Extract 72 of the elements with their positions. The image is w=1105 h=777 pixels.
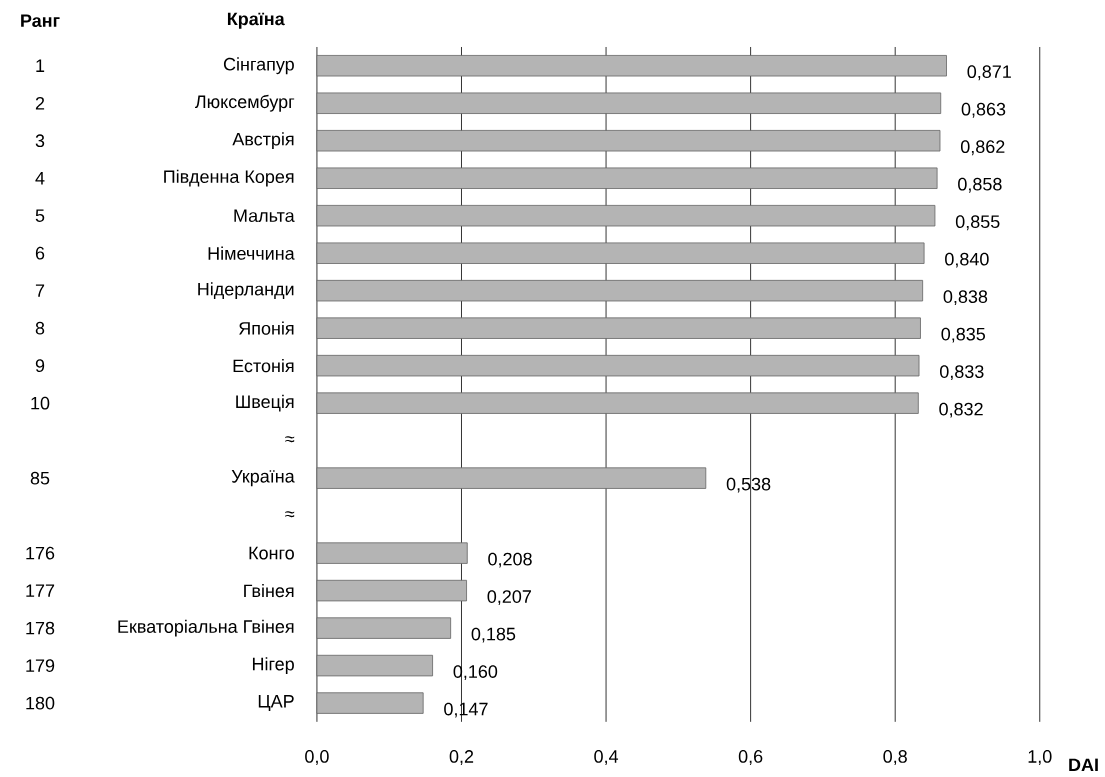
bar bbox=[316, 467, 707, 489]
y-tick-label: Нідерланди bbox=[198, 282, 294, 300]
text: 180 bbox=[26, 696, 55, 710]
data-label: 0,833 bbox=[940, 365, 984, 381]
y-tick-label: Сінгапур bbox=[223, 57, 294, 75]
text: Ранг bbox=[21, 14, 60, 28]
x-tick-label: 0,4 bbox=[594, 750, 619, 765]
text: 6 bbox=[35, 246, 45, 260]
x-tick-label: 0,0 bbox=[305, 750, 329, 765]
bar bbox=[316, 617, 452, 639]
bar bbox=[316, 167, 938, 189]
x-axis-title: DAI bbox=[1069, 758, 1098, 772]
data-label: 0,863 bbox=[961, 102, 1006, 118]
x-tick-label: 0,8 bbox=[883, 750, 907, 765]
data-label: 0,855 bbox=[955, 215, 1000, 231]
bar bbox=[316, 130, 941, 152]
x-tick-label: 0,6 bbox=[738, 750, 763, 765]
bar bbox=[316, 317, 921, 339]
text: 10 bbox=[31, 396, 50, 410]
text: 178 bbox=[26, 621, 55, 635]
data-label: 0,840 bbox=[945, 252, 989, 268]
bar bbox=[316, 392, 919, 414]
y-tick-label: Люксембург bbox=[195, 94, 295, 112]
y-tick-label: Мальта bbox=[234, 209, 295, 222]
bar bbox=[316, 204, 936, 227]
bar bbox=[316, 579, 467, 602]
y-tick-label: Південна Корея bbox=[164, 169, 294, 187]
x-tick-label: 1,0 bbox=[1028, 750, 1052, 765]
bar bbox=[316, 92, 942, 114]
text: 1 bbox=[36, 59, 45, 72]
bar bbox=[316, 542, 468, 564]
y-tick-label: Гвінея bbox=[244, 584, 294, 598]
x-tick-label: 0,2 bbox=[449, 750, 474, 765]
data-label: 0,862 bbox=[960, 140, 1005, 156]
y-tick-label: Екваторіальна Гвінея bbox=[118, 619, 294, 637]
bar bbox=[316, 55, 947, 77]
bar bbox=[316, 692, 424, 714]
data-label: 0,207 bbox=[487, 590, 531, 606]
text: 8 bbox=[35, 321, 45, 335]
bar bbox=[316, 279, 924, 302]
text: 3 bbox=[35, 134, 45, 148]
text: 2 bbox=[35, 96, 45, 110]
y-tick-label: Японія bbox=[239, 321, 294, 335]
text: 7 bbox=[35, 284, 45, 297]
data-label: 0,858 bbox=[958, 177, 1002, 193]
text: 177 bbox=[26, 584, 55, 597]
data-label: 0,208 bbox=[488, 552, 532, 568]
data-label: 0,835 bbox=[941, 327, 986, 343]
y-tick-label: Конго bbox=[249, 546, 294, 560]
data-label: 0,871 bbox=[967, 65, 1011, 81]
text: 4 bbox=[35, 172, 45, 185]
data-label: 0,185 bbox=[471, 627, 516, 643]
text: 85 bbox=[30, 471, 50, 485]
y-axis-title: Країна bbox=[227, 12, 285, 29]
text: 9 bbox=[35, 359, 45, 373]
bar bbox=[316, 654, 433, 677]
data-label: 0,838 bbox=[943, 290, 988, 306]
y-tick-label: Україна bbox=[231, 470, 295, 487]
data-label: 0,832 bbox=[939, 402, 983, 418]
bar bbox=[316, 354, 920, 377]
text: 176 bbox=[26, 546, 55, 560]
y-tick-label: ≈ bbox=[285, 511, 295, 518]
y-tick-label: Естонія bbox=[233, 359, 294, 373]
text: 179 bbox=[26, 659, 55, 672]
y-tick-label: ≈ bbox=[285, 436, 295, 443]
y-tick-label: Австрія bbox=[232, 132, 294, 150]
y-tick-label: Нігер bbox=[252, 657, 294, 674]
bar bbox=[316, 242, 925, 264]
y-tick-label: Швеція bbox=[236, 394, 294, 412]
text: 5 bbox=[35, 209, 45, 222]
y-tick-label: ЦАР bbox=[258, 695, 294, 712]
y-tick-label: Німеччина bbox=[208, 246, 295, 260]
